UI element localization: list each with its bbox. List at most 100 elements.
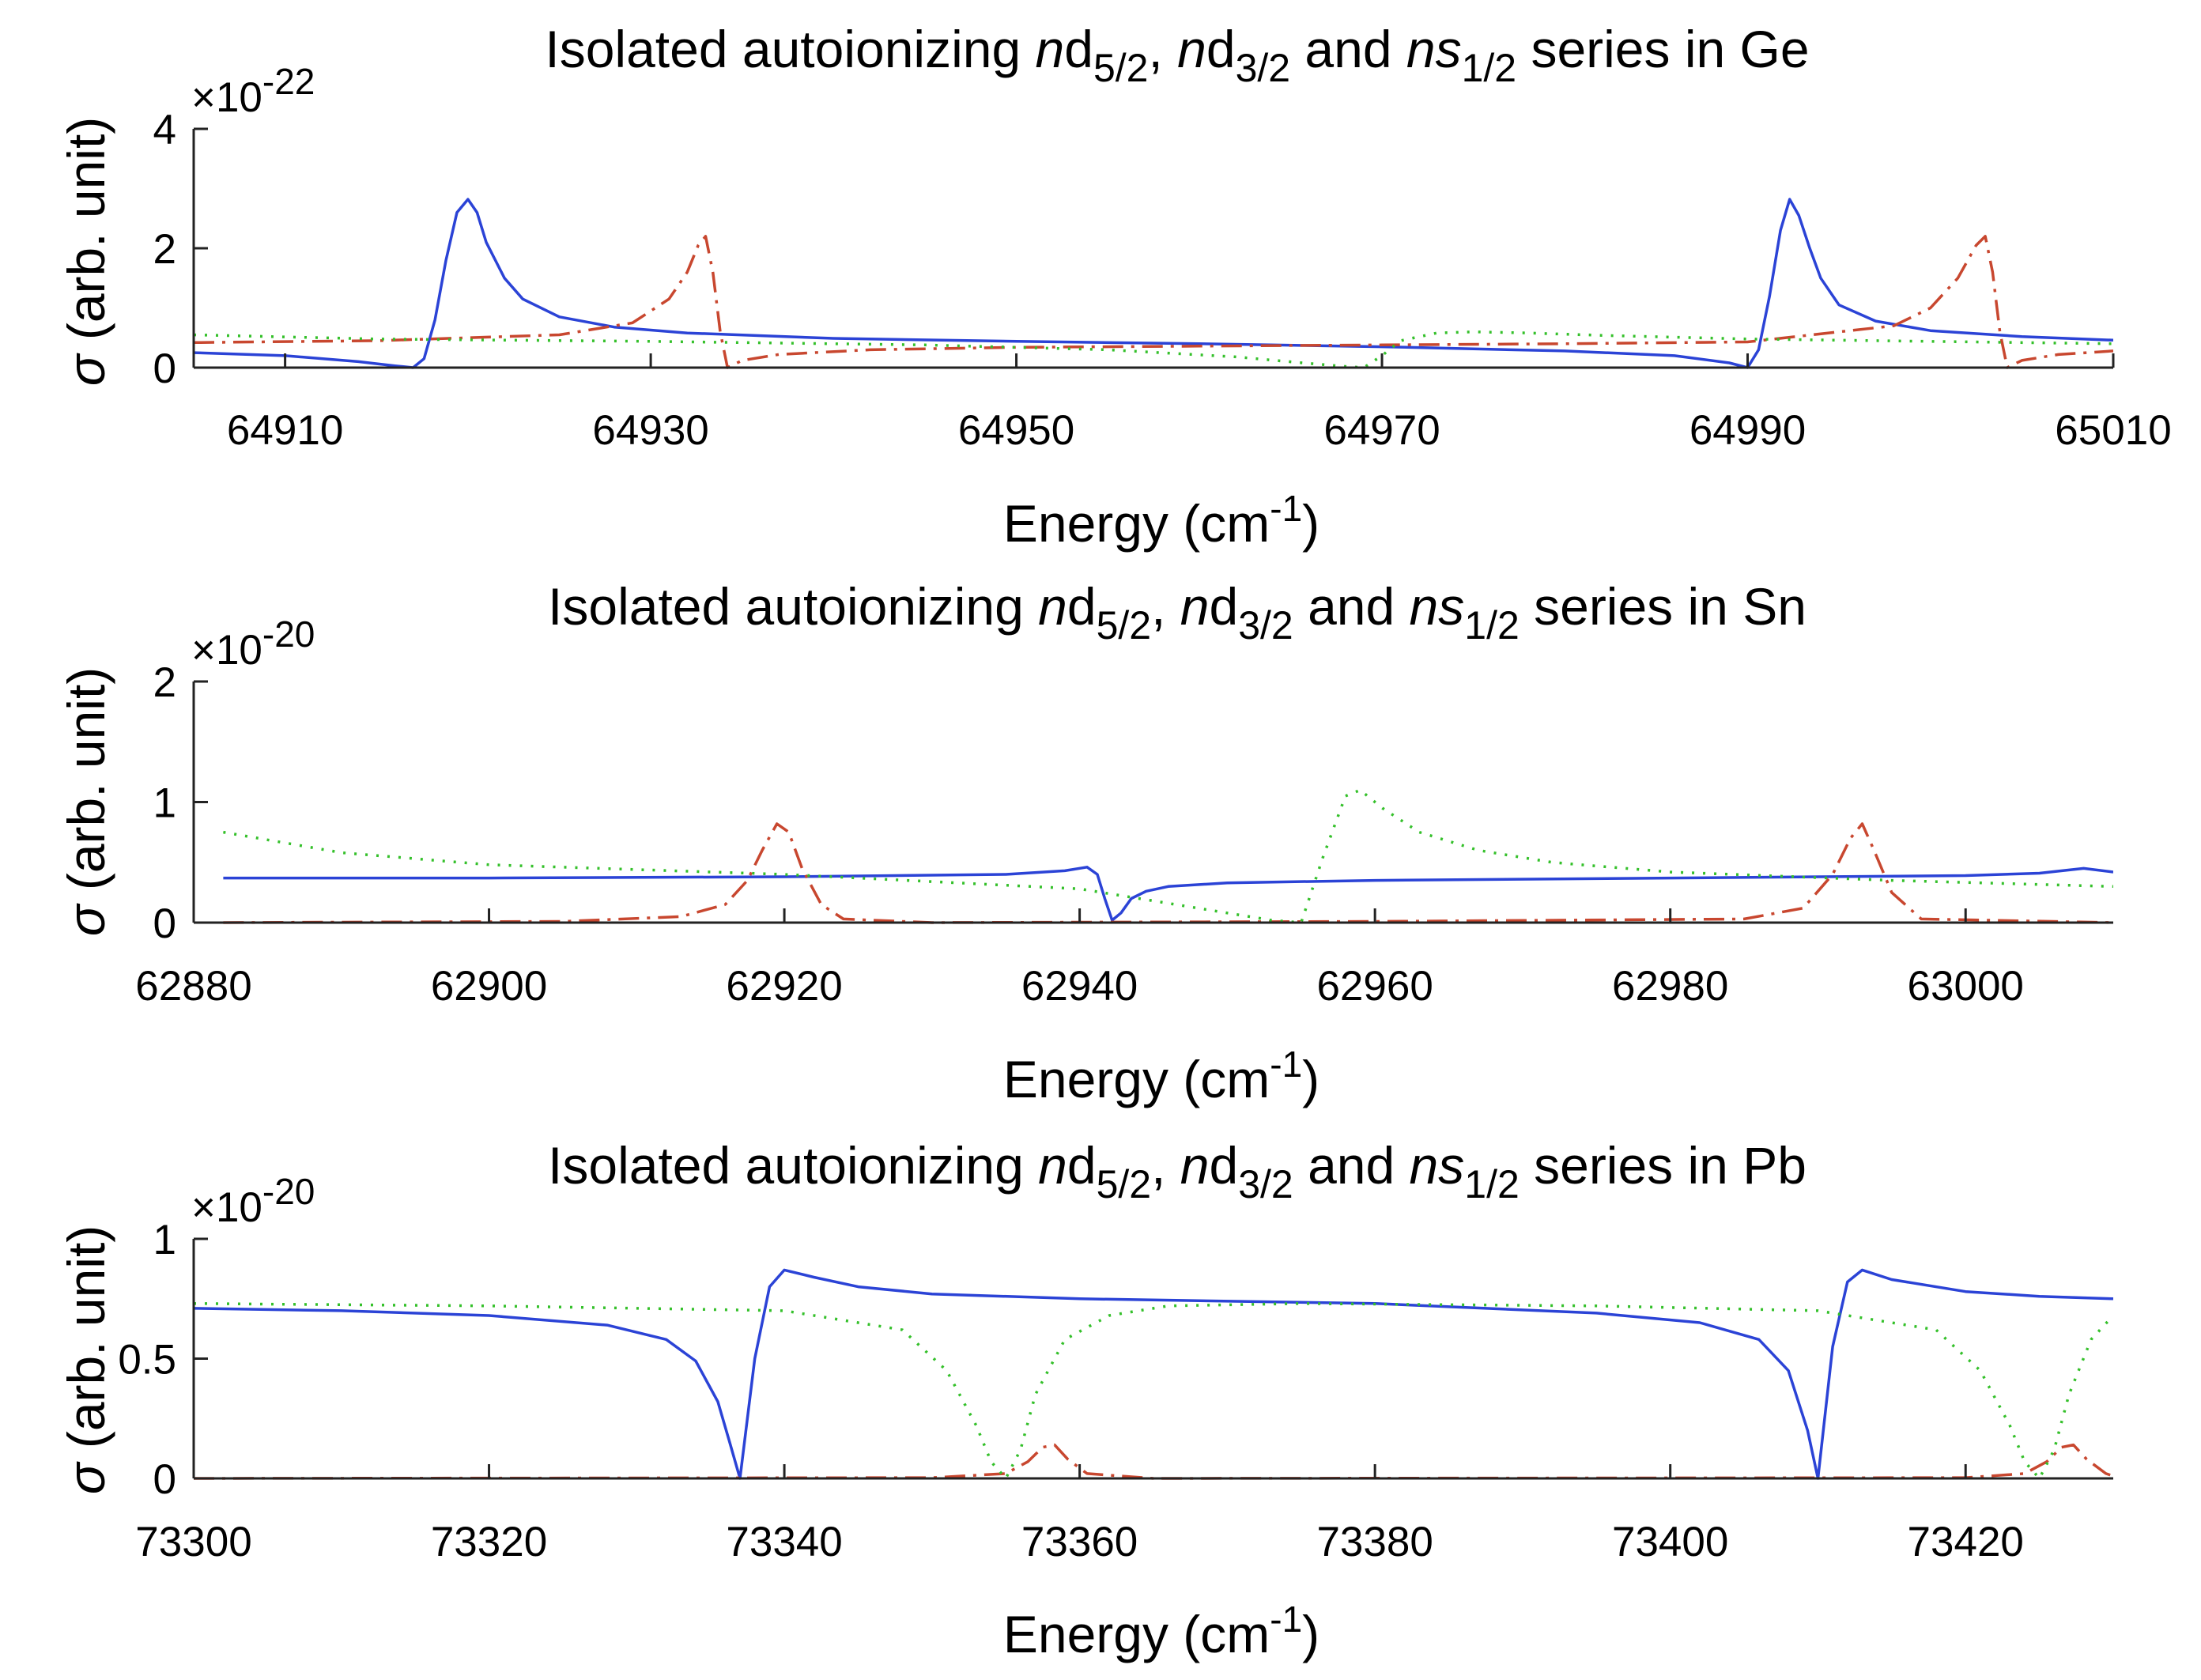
title-sub-5-2: 5/2: [1097, 603, 1152, 647]
chart-title: Isolated autoionizing nd5/2, nd3/2 and n…: [548, 1136, 1806, 1206]
title-n-italic: n: [1180, 577, 1210, 636]
ylabel-rest: (arb. unit): [57, 1225, 115, 1463]
title-prefix: Isolated autoionizing: [545, 20, 1035, 78]
exp-power: -20: [262, 613, 315, 655]
title-s-italic: s: [1438, 577, 1464, 636]
series-nd5-2: [194, 198, 2113, 369]
title-n-italic: n: [1036, 20, 1065, 78]
series-nd3-2: [223, 822, 2113, 924]
title-suffix: series in Pb: [1520, 1136, 1806, 1195]
xlabel-close: ): [1302, 494, 1319, 553]
subplot-3: Isolated autoionizing nd5/2, nd3/2 and n…: [57, 1136, 2113, 1663]
y-tick-label: 0: [153, 1456, 176, 1503]
chart-title: Isolated autoionizing nd5/2, nd3/2 and n…: [545, 20, 1809, 90]
x-tick-label: 64930: [592, 407, 708, 454]
series-nd3-2: [194, 235, 2113, 369]
x-tick-label: 62900: [431, 963, 547, 1010]
y-tick-label: 0.5: [118, 1337, 176, 1384]
y-tick-label: 1: [153, 1217, 176, 1263]
title-n-italic: n: [1406, 20, 1436, 78]
exp-base: 10: [216, 74, 262, 121]
x-tick-label: 73380: [1316, 1519, 1433, 1565]
exp-times: ×: [191, 627, 216, 674]
y-exponent-label: ×10-20: [191, 1171, 315, 1231]
ylabel-sigma: σ: [57, 1461, 115, 1494]
exp-power: -20: [262, 1171, 315, 1212]
title-prefix: Isolated autoionizing: [548, 1136, 1038, 1195]
title-n-italic: n: [1410, 577, 1439, 636]
xlabel-sup: -1: [1270, 488, 1302, 529]
x-tick-label: 64970: [1323, 407, 1440, 454]
xlabel-main: Energy (cm: [1003, 1605, 1270, 1663]
exp-base: 10: [216, 1184, 262, 1231]
xlabel-sup: -1: [1270, 1044, 1302, 1085]
title-suffix: series in Sn: [1520, 577, 1806, 636]
subplot-2: Isolated autoionizing nd5/2, nd3/2 and n…: [57, 577, 2113, 1108]
exp-times: ×: [191, 74, 216, 121]
x-tick-label: 63000: [1908, 963, 2024, 1010]
x-axis-label: Energy (cm-1): [1003, 488, 1319, 553]
series-ns1-2: [194, 1302, 2113, 1480]
y-tick-label: 0: [153, 900, 176, 947]
x-tick-label: 73320: [431, 1519, 547, 1565]
y-tick-label: 2: [153, 659, 176, 706]
exp-base: 10: [216, 627, 262, 674]
y-tick-label: 0: [153, 345, 176, 392]
x-tick-label: 64910: [227, 407, 343, 454]
y-tick-label: 4: [153, 107, 176, 153]
title-prefix: Isolated autoionizing: [548, 577, 1038, 636]
series-group: [194, 198, 2113, 369]
y-tick-label: 2: [153, 226, 176, 273]
series-nd5-2: [223, 866, 2113, 922]
x-tick-label: 65010: [2055, 407, 2171, 454]
series-group: [194, 1268, 2113, 1480]
title-d: d: [1210, 1136, 1239, 1195]
y-tick-label: 1: [153, 780, 176, 827]
xlabel-main: Energy (cm: [1003, 494, 1270, 553]
chart-title: Isolated autoionizing nd5/2, nd3/2 and n…: [548, 577, 1806, 647]
title-comma: ,: [1148, 20, 1177, 78]
xlabel-close: ): [1302, 1605, 1319, 1663]
title-and: and: [1293, 1136, 1410, 1195]
x-tick-label: 64990: [1689, 407, 1806, 454]
x-tick-label: 73300: [135, 1519, 251, 1565]
x-tick-label: 62980: [1612, 963, 1728, 1010]
x-tick-label: 73340: [726, 1519, 842, 1565]
x-tick-label: 62920: [726, 963, 842, 1010]
title-suffix: series in Ge: [1516, 20, 1809, 78]
title-sub-3-2: 3/2: [1236, 46, 1291, 90]
x-axis-label: Energy (cm-1): [1003, 1599, 1319, 1663]
title-sub-5-2: 5/2: [1097, 1162, 1152, 1206]
title-d: d: [1067, 1136, 1097, 1195]
title-s-italic: s: [1436, 20, 1462, 78]
title-n-italic: n: [1180, 1136, 1210, 1195]
ylabel-rest: (arb. unit): [57, 667, 115, 905]
title-sub-1-2: 1/2: [1462, 46, 1517, 90]
ylabel-rest: (arb. unit): [57, 117, 115, 355]
x-tick-label: 62960: [1316, 963, 1433, 1010]
x-tick-label: 64950: [958, 407, 1074, 454]
title-sub-1-2: 1/2: [1464, 603, 1520, 647]
x-tick-label: 62880: [135, 963, 251, 1010]
title-and: and: [1290, 20, 1406, 78]
title-n-italic: n: [1038, 577, 1067, 636]
xlabel-sup: -1: [1270, 1599, 1302, 1640]
series-nd5-2: [194, 1268, 2113, 1480]
x-tick-label: 73360: [1021, 1519, 1138, 1565]
x-tick-label: 73420: [1908, 1519, 2024, 1565]
title-s-italic: s: [1438, 1136, 1464, 1195]
series-group: [223, 788, 2113, 924]
title-n-italic: n: [1177, 20, 1206, 78]
title-comma: ,: [1151, 577, 1180, 636]
y-exponent-label: ×10-22: [191, 61, 315, 121]
xlabel-main: Energy (cm: [1003, 1050, 1270, 1108]
title-sub-3-2: 3/2: [1238, 1162, 1293, 1206]
title-sub-3-2: 3/2: [1238, 603, 1293, 647]
title-d: d: [1064, 20, 1093, 78]
y-axis-label: σ (arb. unit): [57, 1225, 115, 1495]
title-d: d: [1210, 577, 1239, 636]
title-sub-1-2: 1/2: [1464, 1162, 1520, 1206]
title-n-italic: n: [1038, 1136, 1067, 1195]
title-n-italic: n: [1410, 1136, 1439, 1195]
